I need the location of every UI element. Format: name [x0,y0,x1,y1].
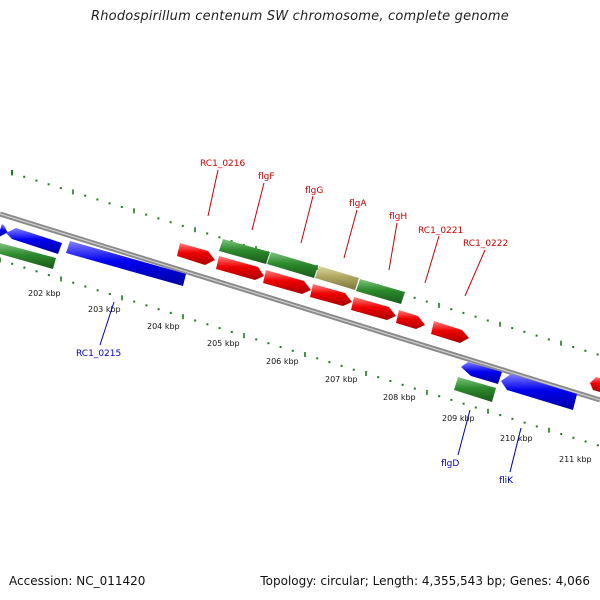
gene-label-rc1-0216[interactable]: RC1_0216 [200,159,245,169]
gene-red-4[interactable] [310,284,352,306]
kbp-label: 207 kbp [325,375,358,384]
kbp-label: 204 kbp [147,322,180,331]
gene-red-3[interactable] [263,270,311,294]
kbp-label: 208 kbp [383,393,416,402]
gene-rc1-0221[interactable] [396,310,425,329]
reverse-gene-labels: RC1_0215 flgD fliK [76,349,514,486]
gene-label-rc1-0221[interactable]: RC1_0221 [418,226,463,236]
gene-red-5[interactable] [351,297,396,320]
gene-flgA[interactable] [315,266,359,290]
gene-label-flgD[interactable]: flgD [441,459,459,469]
gene-flgD-blue[interactable] [461,362,502,384]
forward-gene-labels: RC1_0216 flgF flgG flgA flgH RC1_0221 RC… [200,159,508,249]
gene-label-flgF[interactable]: flgF [258,172,275,182]
gene-red-edge[interactable] [590,377,600,392]
gene-flgD[interactable] [454,377,496,402]
gene-rc1-0222[interactable] [431,321,469,343]
gene-flgG[interactable] [267,252,318,278]
lower-ticks [0,257,599,447]
kbp-label: 205 kbp [207,339,240,348]
gene-rc1-0216[interactable] [177,243,215,265]
gene-flgH[interactable] [356,279,405,304]
gene-flgF[interactable] [219,239,270,264]
kbp-label: 206 kbp [266,357,299,366]
upper-ticks [11,170,599,356]
backbone [0,211,600,403]
gene-green-left[interactable] [0,243,56,269]
gene-blue-1[interactable] [0,224,9,238]
genome-summary: Topology: circular; Length: 4,355,543 bp… [260,574,590,588]
gene-label-fliK[interactable]: fliK [499,476,514,486]
accession-label: Accession: NC_011420 [9,574,146,588]
kbp-labels: 202 kbp 203 kbp 204 kbp 205 kbp 206 kbp … [28,289,592,464]
gene-fliK[interactable] [501,374,577,410]
leader-lines [99,169,522,473]
gene-label-flgA[interactable]: flgA [349,199,367,209]
gene-label-rc1-0215[interactable]: RC1_0215 [76,349,121,359]
kbp-label: 202 kbp [28,289,61,298]
gene-red-2[interactable] [216,256,264,280]
gene-blue-3[interactable] [66,241,186,286]
gene-label-flgH[interactable]: flgH [389,212,407,222]
gene-label-flgG[interactable]: flgG [305,186,323,196]
kbp-label: 211 kbp [559,455,592,464]
gene-blue-2[interactable] [6,228,62,254]
map-title: Rhodospirillum centenum SW chromosome, c… [91,9,509,24]
kbp-label: 203 kbp [88,305,121,314]
genes [0,224,600,410]
gene-label-rc1-0222[interactable]: RC1_0222 [463,239,508,249]
kbp-label: 210 kbp [500,434,533,443]
kbp-label: 209 kbp [442,414,475,423]
